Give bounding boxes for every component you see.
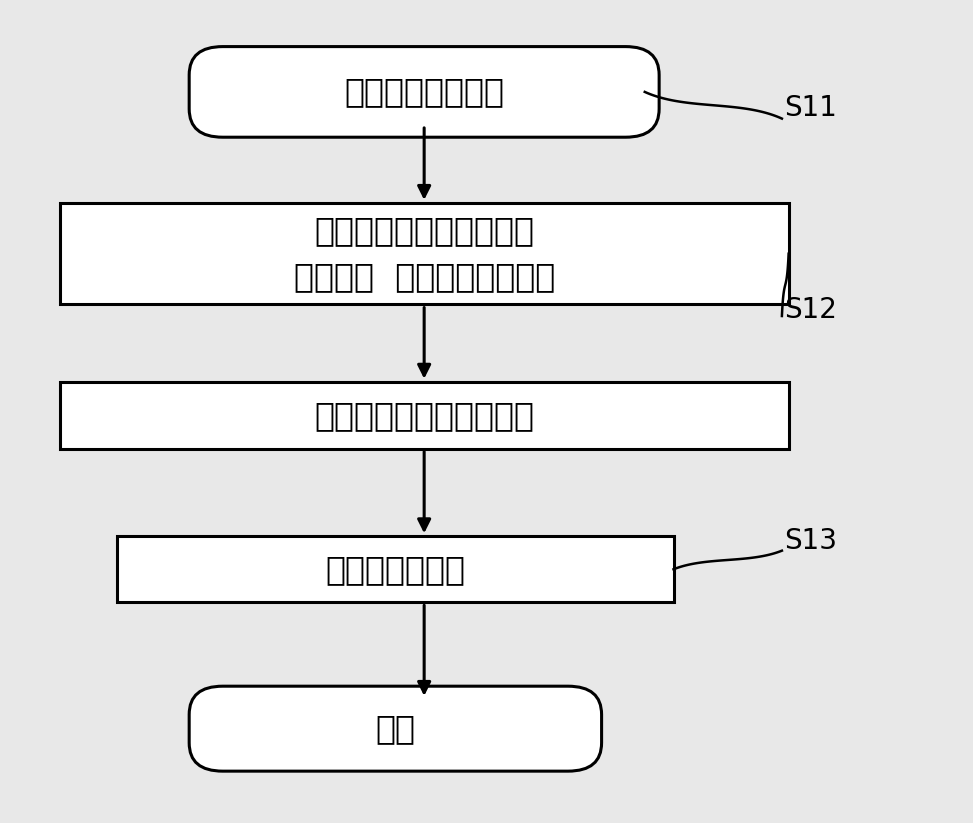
FancyBboxPatch shape — [189, 47, 659, 137]
Text: S12: S12 — [784, 296, 837, 324]
Text: S11: S11 — [784, 94, 837, 122]
Text: S13: S13 — [784, 527, 837, 555]
FancyBboxPatch shape — [59, 383, 789, 449]
Text: 结束: 结束 — [376, 712, 415, 745]
Text: 获取参数（发动机转速、
燃料压力  加速操纵量等等）: 获取参数（发动机转速、 燃料压力 加速操纵量等等） — [294, 214, 555, 293]
Text: 基于参数来设定喷射模式: 基于参数来设定喷射模式 — [314, 399, 534, 432]
FancyBboxPatch shape — [117, 536, 673, 602]
FancyBboxPatch shape — [59, 203, 789, 305]
FancyBboxPatch shape — [189, 686, 601, 771]
Text: 燃料喷射控制过程: 燃料喷射控制过程 — [344, 76, 504, 109]
Text: 控制燃料喷射阀: 控制燃料喷射阀 — [325, 553, 465, 586]
